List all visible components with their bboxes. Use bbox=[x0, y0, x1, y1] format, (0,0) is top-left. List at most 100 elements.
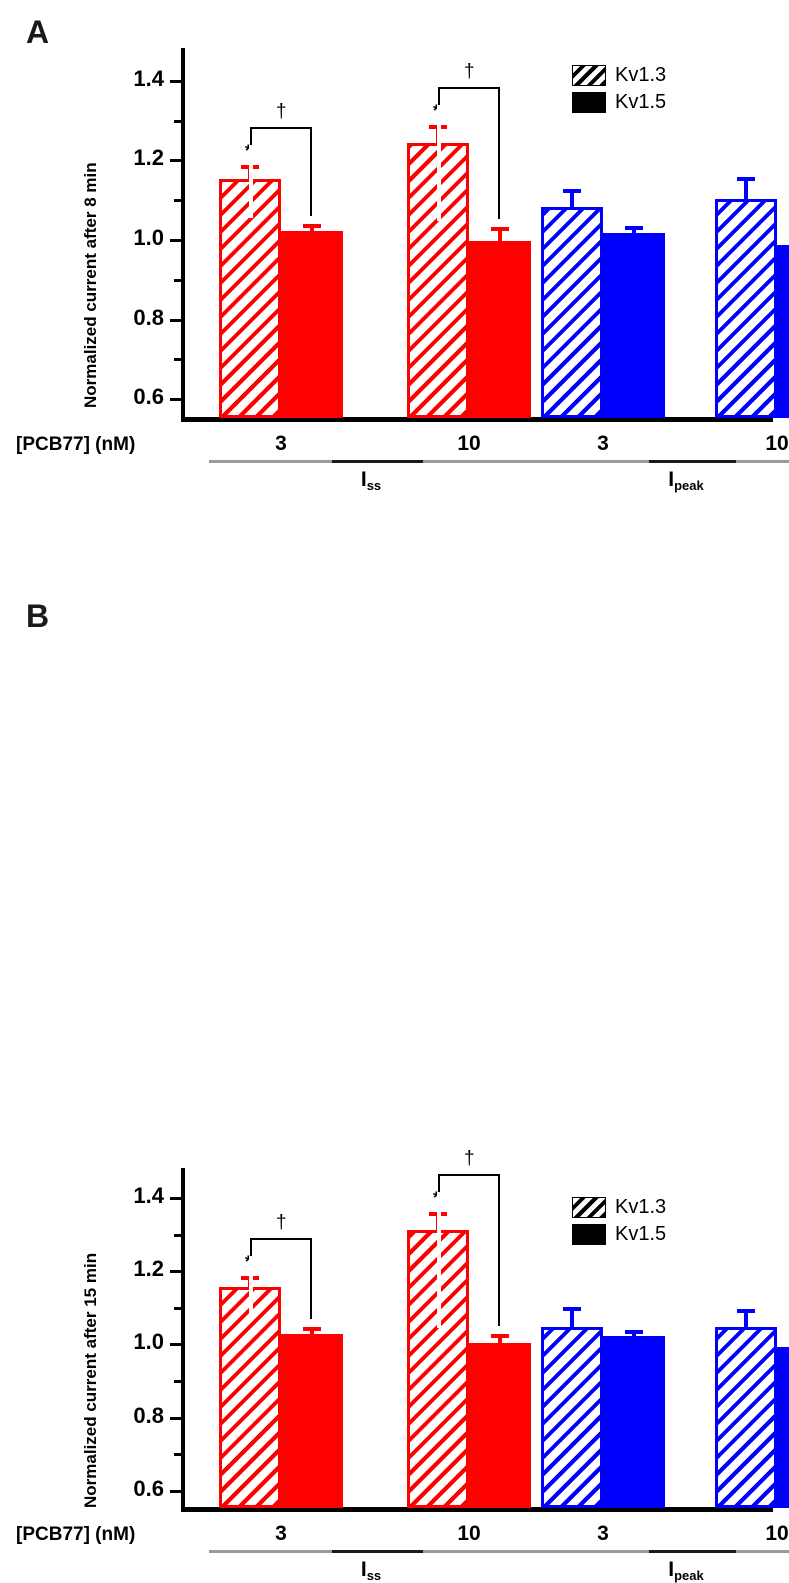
legend-swatch-solid-icon bbox=[572, 1224, 606, 1245]
group-rule-dark-segment bbox=[648, 460, 736, 463]
group-rule bbox=[209, 1550, 533, 1553]
error-bar-stem bbox=[570, 189, 574, 210]
group-rule-dark-segment bbox=[648, 1550, 736, 1553]
legend-item-kv15: Kv1.5 bbox=[572, 89, 666, 116]
bar-Kv15-Iss-3 bbox=[281, 1334, 343, 1508]
error-bar bbox=[469, 227, 531, 243]
error-bar-stem bbox=[310, 223, 314, 233]
y-tick-label: 1.0 bbox=[133, 1329, 164, 1355]
x-axis-a bbox=[181, 417, 773, 422]
bar-Kv13-Ipeak-3 bbox=[541, 1327, 603, 1508]
y-tick-label: 0.6 bbox=[133, 1475, 164, 1501]
group-label-Iss: Iss bbox=[360, 468, 382, 493]
error-bar-stem bbox=[498, 227, 502, 243]
error-bar-stem bbox=[632, 226, 636, 235]
y-tick-label: 1.4 bbox=[133, 65, 164, 91]
error-bar-cap bbox=[737, 1308, 755, 1313]
significance-bracket bbox=[250, 1237, 312, 1320]
error-bar bbox=[469, 1334, 531, 1346]
error-bar bbox=[715, 177, 777, 202]
y-tick-label: 1.2 bbox=[133, 145, 164, 171]
error-bar-stem bbox=[744, 177, 748, 202]
y-tick-label: 0.8 bbox=[133, 304, 164, 330]
error-bar bbox=[603, 1329, 665, 1339]
group-rule bbox=[531, 460, 789, 463]
legend-swatch-hatched-icon bbox=[572, 1197, 606, 1218]
group-rule-dark-segment bbox=[332, 460, 423, 463]
y-tick-minor bbox=[174, 1453, 181, 1457]
y-tick-label: 0.6 bbox=[133, 384, 164, 410]
error-bar-cap bbox=[303, 1327, 321, 1332]
bar-Kv15-Ipeak-10 bbox=[777, 1347, 789, 1508]
y-tick-major: 0.8 bbox=[133, 1404, 181, 1426]
significance-dagger: † bbox=[276, 1211, 287, 1233]
dose-label: 3 bbox=[275, 432, 287, 455]
dose-label: 3 bbox=[275, 1522, 287, 1545]
y-tick-major: 0.8 bbox=[133, 306, 181, 328]
y-tick-label: 1.4 bbox=[133, 1183, 164, 1209]
bracket-mask bbox=[437, 104, 441, 222]
y-tick-minor bbox=[174, 1233, 181, 1237]
error-bar-cap bbox=[303, 223, 321, 228]
legend-label-kv13: Kv1.3 bbox=[615, 1196, 667, 1218]
plot-area-b: Normalized current after 15 min 0.6 0.8 1.… bbox=[16, 1149, 789, 1583]
y-axis-label-a: Normalized current after 8 min bbox=[81, 162, 100, 408]
y-axis-label-b: Normalized current after 15 min bbox=[81, 1252, 100, 1508]
panel-letter-a: A bbox=[26, 14, 50, 50]
panel-letter-b: B bbox=[26, 598, 50, 634]
y-tick-major: 1.2 bbox=[133, 1258, 181, 1280]
error-bar-cap bbox=[563, 189, 581, 194]
dose-label: 3 bbox=[597, 1522, 609, 1545]
y-tick-major: 0.6 bbox=[133, 1477, 181, 1499]
legend-item-kv13: Kv1.3 bbox=[572, 1194, 666, 1221]
dose-label: 3 bbox=[597, 432, 609, 455]
error-bar-cap bbox=[491, 1334, 509, 1339]
bar-Kv15-Ipeak-10 bbox=[777, 244, 789, 418]
bar-Kv15-Iss-3 bbox=[281, 231, 343, 418]
y-tick-major: 1.0 bbox=[133, 226, 181, 248]
y-tick-major: 1.4 bbox=[133, 1185, 181, 1207]
y-tick-minor bbox=[174, 1306, 181, 1310]
y-axis-a bbox=[181, 48, 185, 418]
error-bar bbox=[281, 1327, 343, 1337]
y-tick-label: 1.2 bbox=[133, 1256, 164, 1282]
error-bar-cap bbox=[563, 1306, 581, 1311]
significance-star: * bbox=[433, 102, 440, 119]
error-bar bbox=[541, 1306, 603, 1330]
legend-item-kv15: Kv1.5 bbox=[572, 1221, 666, 1248]
bracket-mask bbox=[249, 1255, 253, 1322]
group-label-Iss: Iss bbox=[360, 1558, 382, 1583]
y-tick-minor bbox=[174, 278, 181, 282]
legend-item-kv13: Kv1.3 bbox=[572, 62, 666, 89]
bar-Kv13-Ipeak-10 bbox=[715, 1327, 777, 1508]
bar-Kv13-Iss-3 bbox=[219, 179, 281, 418]
bar-Kv13-Ipeak-3 bbox=[541, 207, 603, 418]
error-bar-cap bbox=[491, 227, 509, 232]
error-bar bbox=[777, 235, 789, 247]
bracket-mask bbox=[249, 145, 253, 218]
group-rule bbox=[531, 1550, 789, 1553]
panel-a: A Normalized current after 8 min 0.6 0.8 1… bbox=[0, 0, 789, 520]
bars-layer-b: **†† bbox=[185, 1149, 789, 1508]
legend-label-kv15: Kv1.5 bbox=[615, 1223, 667, 1245]
dose-label: 10 bbox=[765, 432, 789, 455]
bar-Kv13-Ipeak-10 bbox=[715, 199, 777, 418]
error-bar bbox=[281, 223, 343, 233]
y-tick-label: 0.8 bbox=[133, 1402, 164, 1428]
error-bar-cap bbox=[625, 226, 643, 231]
legend-b: Kv1.3 Kv1.5 bbox=[572, 1194, 666, 1248]
significance-star: * bbox=[245, 142, 252, 159]
group-rule bbox=[209, 460, 533, 463]
plot-area-a: Normalized current after 8 min 0.6 0.8 1.0… bbox=[16, 48, 789, 493]
group-label-Ipeak: Ipeak bbox=[668, 1558, 704, 1583]
error-bar-cap bbox=[625, 1329, 643, 1334]
dose-label: 10 bbox=[765, 1522, 789, 1545]
legend-a: Kv1.3 Kv1.5 bbox=[572, 62, 666, 116]
y-tick-major: 1.0 bbox=[133, 1331, 181, 1353]
x-axis-label-b: [PCB77] (nM) bbox=[16, 1524, 136, 1545]
y-tick-label: 1.0 bbox=[133, 224, 164, 250]
x-axis-label-a: [PCB77] (nM) bbox=[16, 434, 136, 455]
bar-Kv15-Iss-10 bbox=[469, 1343, 531, 1508]
significance-bracket bbox=[438, 86, 500, 220]
dose-label: 10 bbox=[457, 432, 481, 455]
